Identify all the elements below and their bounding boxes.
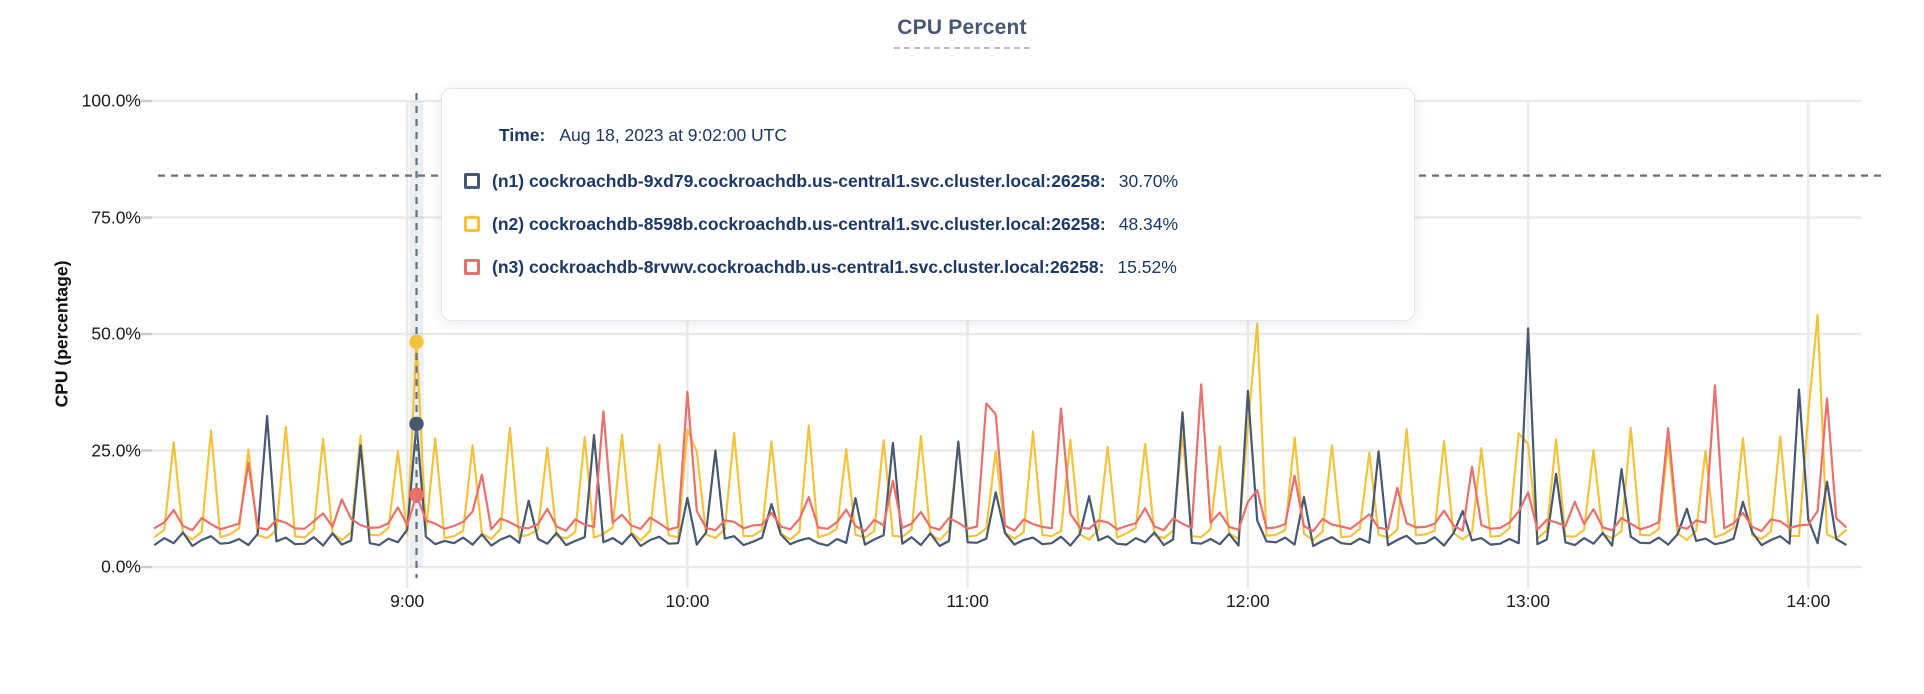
series-n3-label: (n3) cockroachdb-8rvwv.cockroachdb.us-ce… [492,257,1105,277]
x-tick-label: 10:00 [665,591,710,611]
x-tick-label: 9:00 [390,591,425,611]
y-axis-title: CPU (percentage) [51,260,72,408]
tooltip-series-row: (n1) cockroachdb-9xd79.cockroachdb.us-ce… [464,169,1384,193]
tooltip-series-row: (n2) cockroachdb-8598b.cockroachdb.us-ce… [464,212,1384,236]
series-line-n1 [153,327,1847,548]
chart-tooltip: Time: Aug 18, 2023 at 9:02:00 UTC (n1) co… [441,88,1415,321]
y-tick-label: 100.0% [81,90,141,111]
series-n2-label: (n2) cockroachdb-8598b.cockroachdb.us-ce… [492,214,1106,234]
hover-point-n1 [409,416,424,432]
tooltip-time-label: Time: [499,125,546,145]
series-n2-swatch-icon [464,216,480,232]
x-tick-label: 11:00 [946,591,989,611]
y-tick-label: 0.0% [101,556,141,577]
series-n1-swatch-icon [464,173,480,189]
chart-title-text: CPU Percent [894,16,1030,49]
series-n2-value: 48.34% [1118,214,1179,234]
tooltip-time-value: Aug 18, 2023 at 9:02:00 UTC [559,125,788,145]
hover-point-n2 [409,334,424,350]
series-line-n2 [153,313,1847,542]
chart-title: CPU Percent [0,16,1924,49]
series-line-n3 [153,383,1847,533]
y-tick-label: 25.0% [91,440,141,460]
series-n3-value: 15.52% [1117,257,1177,277]
series-n3-swatch-icon [464,259,480,275]
y-tick-label: 50.0% [91,323,141,344]
x-tick-label: 13:00 [1506,591,1550,611]
x-tick-label: 12:00 [1225,591,1270,611]
series-n1-label: (n1) cockroachdb-9xd79.cockroachdb.us-ce… [492,171,1106,191]
x-tick-label: 14:00 [1786,591,1831,611]
tooltip-time-row: Time: Aug 18, 2023 at 9:02:00 UTC [499,123,1384,147]
series-n1-value: 30.70% [1118,171,1179,191]
hover-point-n3 [409,487,424,502]
tooltip-series-row: (n3) cockroachdb-8rvwv.cockroachdb.us-ce… [464,255,1384,279]
y-tick-label: 75.0% [91,207,141,227]
